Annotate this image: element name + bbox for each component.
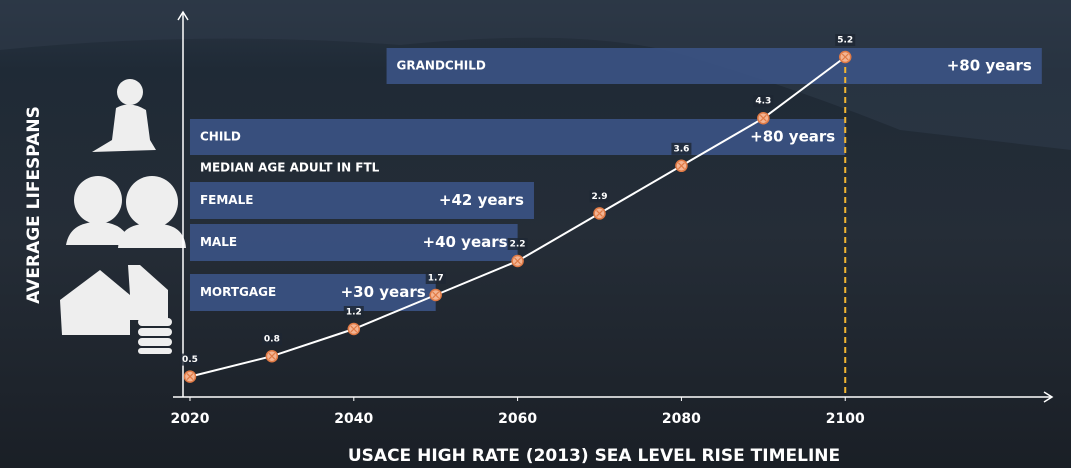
bar-label: GRANDCHILD [397, 59, 486, 73]
bar-label: CHILD [200, 130, 241, 144]
bar [189, 182, 534, 219]
bar-value-label: +30 years [341, 283, 426, 301]
data-label-box [589, 190, 610, 203]
annotation: MEDIAN AGE ADULT IN FTL [200, 161, 380, 175]
data-label-box [671, 142, 692, 155]
point-cross [350, 325, 358, 333]
y-arrow [177, 10, 189, 21]
data-label-box [425, 272, 446, 284]
wave [0, 0, 1071, 150]
y-axis-title: AVERAGE LIFESPANS [24, 106, 44, 304]
bar [189, 224, 518, 261]
bar-value-label: +40 years [423, 233, 508, 251]
x-tick-label: 2020 [170, 411, 209, 427]
x-axis-title: USACE HIGH RATE (2013) SEA LEVEL RISE TI… [348, 446, 840, 466]
point-cross [596, 209, 603, 217]
data-label-box [753, 95, 774, 108]
data-label-box [179, 353, 200, 366]
data-label: 1.7 [428, 274, 444, 284]
data-label-box [507, 238, 528, 250]
data-label-box [261, 333, 282, 346]
x-tick-label: 2040 [334, 411, 373, 427]
data-label: 4.3 [755, 97, 771, 107]
data-label: 3.6 [673, 144, 689, 154]
x-tick-label: 2100 [826, 411, 865, 427]
icons [60, 79, 186, 354]
point-cross [186, 373, 194, 381]
bar-value-label: +80 years [750, 128, 835, 146]
data-label: 0.8 [264, 335, 280, 345]
point-cross [268, 352, 276, 360]
data-label: 2.2 [510, 240, 526, 250]
data-label-box [835, 34, 856, 46]
point-cross [759, 114, 767, 122]
x-tick-label: 2060 [498, 411, 537, 427]
bar [189, 119, 846, 155]
point-cross [432, 291, 440, 299]
bar [189, 274, 436, 311]
point-cross [514, 257, 522, 265]
bar-value-label: +42 years [439, 191, 524, 209]
x-arrow [1043, 391, 1054, 403]
point-cross [841, 53, 849, 61]
bar-label: MORTGAGE [200, 285, 276, 299]
point-cross [677, 162, 685, 170]
data-label: 2.9 [592, 192, 608, 202]
bar-value-label: +80 years [947, 57, 1032, 75]
x-tick-label: 2080 [662, 411, 701, 427]
data-label-box [343, 306, 364, 318]
data-label: 0.5 [182, 355, 198, 365]
bar [386, 48, 1042, 84]
data-label: 5.2 [837, 36, 853, 46]
bar-label: FEMALE [200, 193, 253, 207]
data-label: 1.2 [346, 308, 362, 318]
bar-label: MALE [200, 235, 237, 249]
